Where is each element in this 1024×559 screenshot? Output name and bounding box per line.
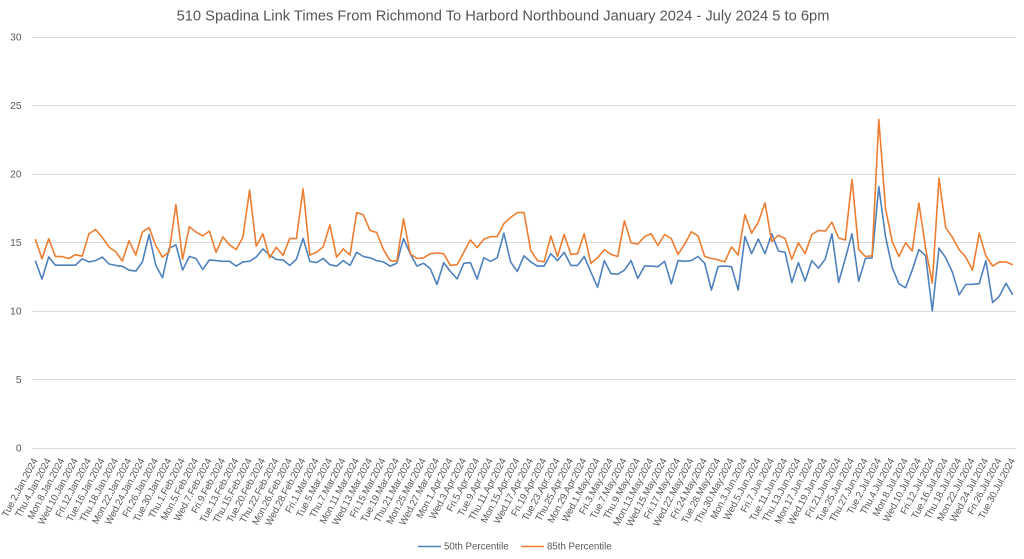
svg-text:15: 15 bbox=[10, 238, 22, 249]
svg-text:0: 0 bbox=[16, 444, 22, 455]
svg-text:20: 20 bbox=[10, 169, 22, 180]
svg-text:25: 25 bbox=[10, 101, 22, 112]
svg-text:85th Percentile: 85th Percentile bbox=[547, 542, 612, 553]
svg-text:510 Spadina Link Times From Ri: 510 Spadina Link Times From Richmond To … bbox=[177, 9, 830, 25]
svg-text:5: 5 bbox=[16, 375, 22, 386]
svg-text:10: 10 bbox=[10, 307, 22, 318]
svg-text:30: 30 bbox=[10, 32, 22, 43]
svg-text:50th Percentile: 50th Percentile bbox=[444, 542, 509, 553]
